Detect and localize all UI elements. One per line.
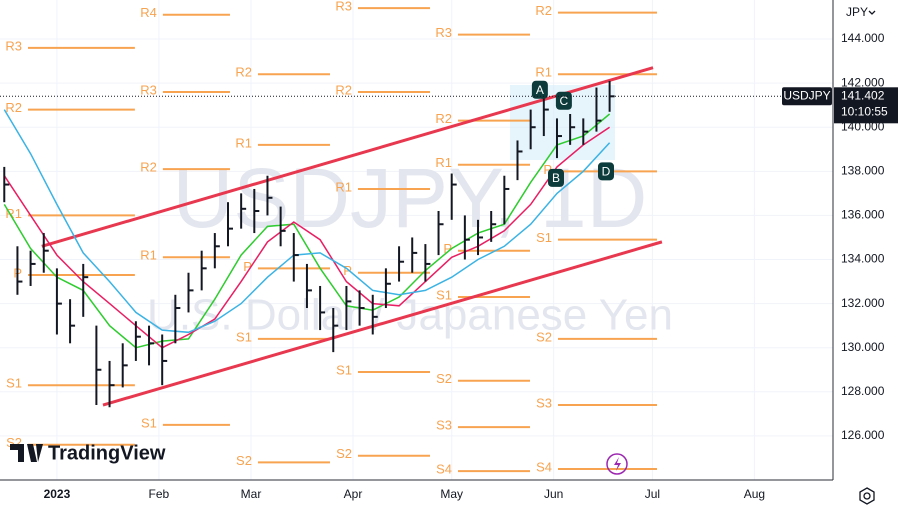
y-tick-label: 130.000 [841, 340, 885, 354]
countdown-label: 10:10:55 [841, 104, 888, 118]
pivot-label: R3 [335, 0, 352, 14]
price-box [834, 87, 898, 124]
pivot-label: S1 [236, 329, 252, 344]
pivot-label: S1 [336, 362, 352, 377]
alert-icon[interactable] [606, 453, 628, 475]
x-tick-label: Jun [544, 487, 563, 501]
pivot-label: R1 [235, 135, 252, 150]
pivot-label: R3 [435, 25, 452, 40]
pivot-label: R3 [140, 82, 157, 97]
alert-bolt[interactable] [614, 457, 621, 471]
pivot-label: S2 [436, 371, 452, 386]
x-tick-label: Jul [645, 487, 660, 501]
moving-average [3, 113, 611, 349]
axes: 126.000 128.000 130.000 132.000 134.000 136.0… [44, 31, 898, 501]
pivot-label: R1 [535, 65, 552, 80]
currency-label[interactable]: JPY [846, 5, 868, 19]
pivot-label: S1 [141, 415, 157, 430]
moving-average [3, 126, 611, 349]
pivot-label: S2 [536, 329, 552, 344]
pivot-label: R4 [140, 5, 157, 20]
pivot-label: P [543, 162, 552, 177]
watermark: USDJPY, 1D [173, 151, 648, 245]
brand-name: TradingView [48, 442, 166, 464]
pivot-label: P [343, 263, 352, 278]
pivot-label: S1 [536, 230, 552, 245]
pattern-label: C [560, 94, 569, 108]
alert-circle[interactable] [606, 453, 628, 475]
brand-logo: TradingView [10, 442, 166, 464]
pivot-label: S4 [436, 462, 452, 477]
x-tick-label: Apr [344, 487, 363, 501]
last-price-label: 141.402 [841, 88, 885, 102]
y-tick-label: 138.000 [841, 163, 885, 177]
symbol-box [782, 87, 832, 106]
moving-average [3, 109, 611, 334]
pivot-label: R1 [435, 155, 452, 170]
pivot-label: R3 [5, 38, 22, 53]
x-tick-label: 2023 [44, 487, 71, 501]
pivot-label: R2 [140, 160, 157, 175]
x-tick-label: May [440, 487, 463, 501]
pivot-label: R2 [235, 65, 252, 80]
pattern-point [597, 162, 614, 181]
y-tick-label: 128.000 [841, 384, 885, 398]
x-tick-label: Feb [149, 487, 170, 501]
x-tick-label: Aug [744, 487, 765, 501]
pivot-label: R2 [435, 111, 452, 126]
y-tick-label: 136.000 [841, 208, 885, 222]
pattern-label: D [602, 164, 611, 178]
x-tick-label: Mar [241, 487, 262, 501]
pivot-label: S1 [6, 376, 22, 391]
y-tick-label: 126.000 [841, 428, 885, 442]
y-tick-label: 142.000 [841, 75, 885, 89]
pivot-label: S2 [236, 453, 252, 468]
pivot-label: P [243, 259, 252, 274]
symbol-label: USDJPY [783, 88, 830, 102]
pivot-label: S3 [536, 395, 552, 410]
pivot-label: R2 [5, 100, 22, 115]
pivot-label: S2 [336, 446, 352, 461]
pattern-point [531, 80, 548, 99]
trend-line [102, 240, 663, 407]
pattern-label: B [552, 171, 560, 185]
trend-line [41, 66, 654, 248]
pattern-point [547, 168, 564, 187]
settings-dot[interactable] [863, 492, 871, 500]
pivot-label: S1 [436, 287, 452, 302]
brand-mark [10, 444, 43, 462]
settings-hex[interactable] [859, 487, 875, 505]
pivot-label: P [443, 241, 452, 256]
pivot-label: S4 [536, 459, 552, 474]
pivot-label: R2 [335, 82, 352, 97]
pivot-label: R2 [535, 3, 552, 18]
pivot-label: R1 [140, 248, 157, 263]
pivot-label: R1 [5, 206, 22, 221]
currency-chevron[interactable] [868, 10, 876, 15]
pattern-label: A [536, 83, 544, 97]
pivot-label: S3 [436, 418, 452, 433]
pivot-label: R1 [335, 179, 352, 194]
y-tick-label: 144.000 [841, 31, 885, 45]
plot: R3 R2 R1 P S1 S2 R4 R3 R2 R1 S1 R2 R1 P S1 S2 R3 R2 R1 P S1 S… [0, 0, 833, 477]
settings-icon[interactable] [859, 487, 875, 505]
y-tick-label: 134.000 [841, 252, 885, 266]
y-tick-label: 132.000 [841, 296, 885, 310]
